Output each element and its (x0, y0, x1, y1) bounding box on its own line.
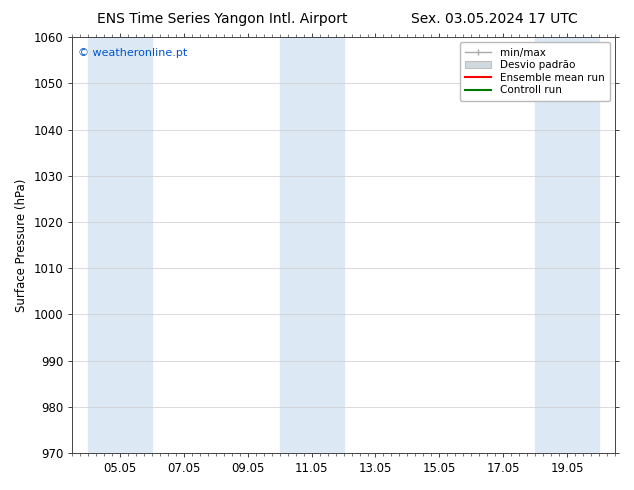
Text: Sex. 03.05.2024 17 UTC: Sex. 03.05.2024 17 UTC (411, 12, 578, 26)
Legend: min/max, Desvio padrão, Ensemble mean run, Controll run: min/max, Desvio padrão, Ensemble mean ru… (460, 42, 610, 100)
Bar (88, 37, 152, 453)
Bar (535, 37, 599, 453)
Y-axis label: Surface Pressure (hPa): Surface Pressure (hPa) (15, 178, 28, 312)
Text: ENS Time Series Yangon Intl. Airport: ENS Time Series Yangon Intl. Airport (96, 12, 347, 26)
Bar (280, 37, 344, 453)
Text: © weatheronline.pt: © weatheronline.pt (78, 48, 187, 57)
